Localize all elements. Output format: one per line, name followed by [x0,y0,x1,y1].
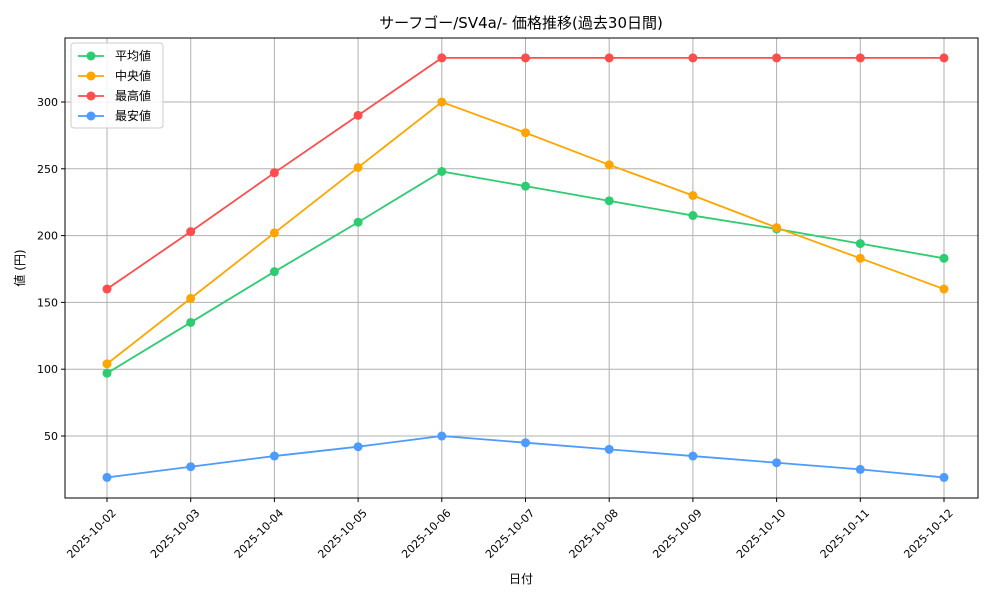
data-point [521,53,530,63]
data-point [437,166,447,176]
legend-label: 平均値 [115,48,151,63]
data-point [269,267,279,277]
x-tick-label: 2025-10-06 [399,507,453,561]
data-point [186,462,196,472]
x-tick-label: 2025-10-09 [650,507,704,561]
data-point [102,284,112,294]
x-tick-label: 2025-10-08 [567,507,621,561]
data-point [353,110,363,120]
data-point [186,317,196,327]
plot-frame [64,37,979,499]
legend-marker [86,111,96,121]
data-point [855,253,865,263]
data-point [521,128,530,138]
data-point [437,431,447,441]
data-point [437,53,447,63]
data-point [939,53,949,63]
data-point [437,97,447,107]
data-point [521,438,530,448]
data-point [186,227,196,237]
data-point [353,162,363,172]
data-point [939,284,949,294]
data-point [688,53,698,63]
data-point [855,239,865,249]
y-tick-label: 50 [44,430,58,443]
data-point [102,368,112,378]
y-tick-label: 250 [37,163,58,176]
x-axis-label: 日付 [509,572,533,586]
data-point [604,160,614,170]
x-tick-label: 2025-10-11 [818,507,872,561]
data-point [939,472,949,482]
x-tick-label: 2025-10-10 [734,507,788,561]
data-point [772,223,782,233]
data-point [353,217,363,227]
y-tick-label: 300 [37,96,58,109]
data-point [102,359,112,369]
x-tick-label: 2025-10-03 [148,507,202,561]
y-axis-label: 値 (円) [12,249,27,286]
legend-box [70,42,164,129]
x-tick-label: 2025-10-07 [483,507,537,561]
data-point [521,181,530,191]
data-point [269,451,279,461]
data-point [939,253,949,263]
x-tick-label: 2025-10-12 [901,507,955,561]
data-point [269,228,279,238]
data-point [688,451,698,461]
y-tick-label: 100 [37,363,58,376]
legend-marker [86,51,96,61]
y-tick-label: 200 [37,230,58,243]
data-point [772,53,782,63]
x-tick-label: 2025-10-04 [232,507,286,561]
x-tick-label: 2025-10-02 [64,507,118,561]
chart-title: サーフゴー/SV4a/- 価格推移(過去30日間) [379,14,663,32]
legend-label: 中央値 [115,68,151,83]
data-point [604,444,614,454]
data-point [604,53,614,63]
data-point [688,211,698,221]
data-point [772,458,782,468]
data-point [269,168,279,178]
legend-marker [86,91,96,101]
data-point [186,293,196,303]
x-tick-label: 2025-10-05 [315,507,369,561]
data-point [604,196,614,206]
y-tick-label: 150 [37,296,58,309]
legend-label: 最高値 [115,88,151,103]
legend-marker [86,71,96,81]
data-point [855,464,865,474]
data-point [353,442,363,452]
data-point [855,53,865,63]
legend-label: 最安値 [115,108,151,123]
data-point [102,472,112,482]
data-point [688,191,698,201]
